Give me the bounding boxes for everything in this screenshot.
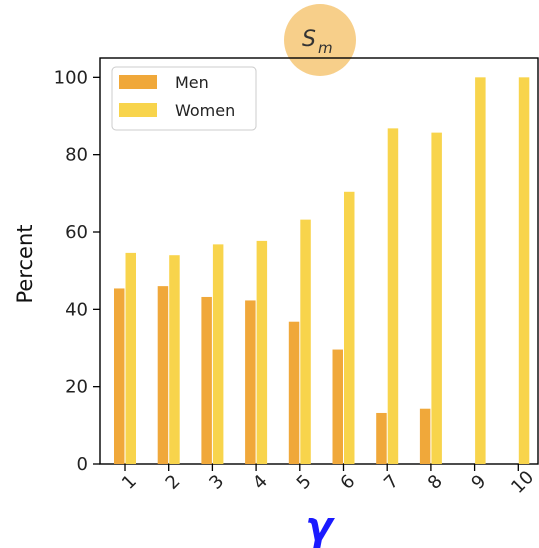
bar-men-7 — [376, 412, 387, 464]
title-main: S — [302, 27, 316, 52]
legend-label-women: Women — [175, 101, 235, 120]
bar-women-5 — [300, 219, 311, 464]
bar-women-6 — [344, 191, 355, 464]
bar-men-1 — [114, 288, 125, 464]
legend-swatch-men — [119, 75, 157, 89]
bar-women-1 — [125, 252, 136, 464]
y-tick-label-60: 60 — [65, 222, 88, 243]
bar-men-4 — [245, 300, 256, 464]
title-subscript: m — [318, 39, 333, 57]
bar-women-8 — [431, 132, 442, 465]
bar-women-3 — [212, 244, 224, 464]
y-tick-label-80: 80 — [65, 145, 88, 166]
bars-layer — [114, 77, 530, 465]
x-axis-label: γ — [305, 504, 335, 548]
y-axis: 0 20 40 60 80 100 — [54, 67, 100, 475]
x-axis: 1 2 3 4 5 6 7 8 9 10 — [118, 464, 538, 498]
bar-women-10 — [518, 77, 530, 464]
x-tick-label-10: 10 — [507, 467, 538, 498]
legend-label-men: Men — [175, 73, 209, 92]
x-tick-label-2: 2 — [162, 471, 185, 494]
y-axis-label: Percent — [13, 224, 37, 303]
bar-men-3 — [201, 296, 212, 464]
bar-women-4 — [256, 240, 268, 464]
chart-title: S m — [284, 4, 356, 76]
bar-men-8 — [419, 408, 431, 464]
x-tick-label-8: 8 — [424, 471, 447, 494]
bar-women-2 — [169, 255, 180, 464]
x-tick-label-3: 3 — [205, 471, 228, 494]
x-tick-label-5: 5 — [293, 471, 316, 494]
x-tick-label-6: 6 — [336, 471, 359, 494]
bar-women-9 — [475, 77, 486, 464]
y-tick-label-40: 40 — [65, 299, 88, 320]
y-tick-label-100: 100 — [54, 67, 88, 88]
legend: Men Women — [111, 66, 257, 131]
bar-women-7 — [387, 128, 399, 464]
x-tick-label-9: 9 — [467, 471, 490, 494]
bar-men-5 — [288, 321, 300, 464]
plot-area — [99, 57, 539, 465]
bar-men-6 — [332, 349, 343, 464]
legend-swatch-women — [119, 103, 157, 117]
bar-men-2 — [157, 286, 169, 464]
x-tick-label-7: 7 — [380, 471, 403, 494]
x-tick-label-1: 1 — [118, 471, 141, 494]
x-tick-label-4: 4 — [249, 471, 272, 494]
y-tick-label-0: 0 — [77, 454, 88, 475]
y-tick-label-20: 20 — [65, 377, 88, 398]
